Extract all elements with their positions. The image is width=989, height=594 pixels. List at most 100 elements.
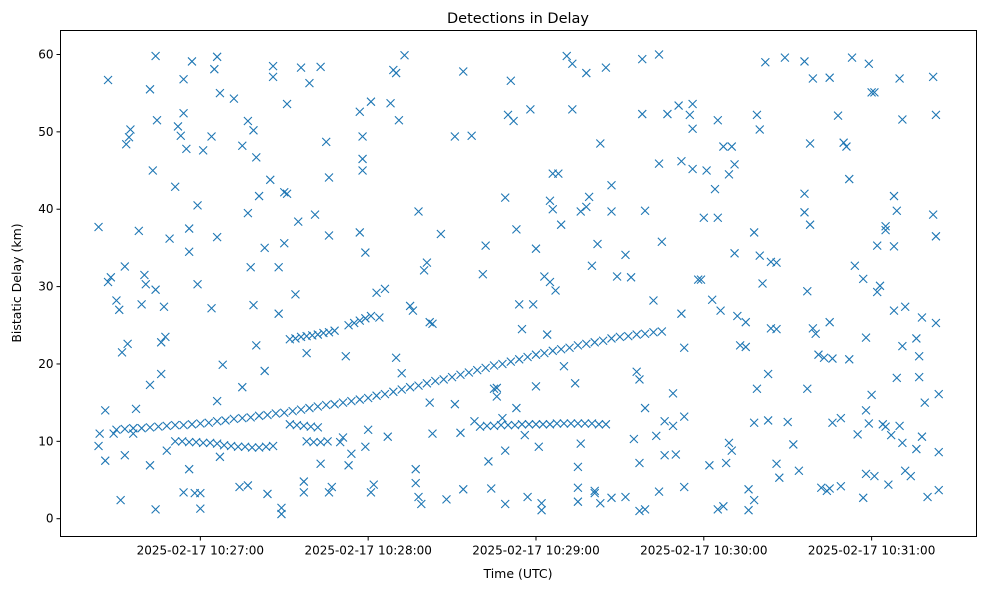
data-point — [607, 180, 616, 190]
data-point — [800, 189, 809, 199]
data-point — [193, 200, 202, 210]
data-point — [800, 207, 809, 217]
data-point — [917, 432, 927, 442]
data-point — [844, 174, 854, 184]
data-point — [867, 88, 877, 97]
data-point — [531, 244, 541, 254]
data-point — [179, 488, 188, 497]
data-point — [794, 466, 804, 476]
data-point — [895, 74, 904, 83]
data-point — [749, 228, 759, 237]
data-point — [825, 317, 835, 327]
data-points — [94, 50, 944, 519]
track-point — [573, 341, 583, 350]
x-tick-label: 2025-02-17 10:30:00 — [640, 544, 767, 558]
data-point — [850, 261, 860, 271]
data-point — [263, 489, 272, 499]
track-point — [145, 423, 155, 432]
data-point — [553, 169, 563, 179]
data-point — [151, 51, 160, 61]
data-point — [707, 295, 717, 305]
data-point — [595, 139, 605, 148]
data-point — [755, 125, 765, 134]
track-point — [279, 408, 289, 418]
data-point — [436, 229, 446, 239]
data-point — [151, 505, 160, 514]
track-point — [120, 424, 130, 434]
data-point — [774, 473, 784, 483]
data-point — [237, 382, 247, 392]
data-point — [584, 192, 594, 202]
data-point — [654, 487, 664, 497]
track-point — [288, 406, 298, 416]
data-point — [422, 258, 432, 267]
data-point — [928, 210, 938, 220]
data-point — [338, 433, 348, 442]
data-point — [486, 484, 496, 493]
data-point — [772, 459, 781, 469]
data-point — [450, 399, 460, 409]
data-point — [152, 115, 162, 125]
data-point — [126, 125, 135, 134]
data-point — [914, 351, 924, 361]
x-axis: 2025-02-17 10:27:00 2025-02-17 10:28:00 20… — [137, 536, 935, 558]
track-point — [184, 437, 194, 447]
track-point — [313, 330, 323, 339]
data-point — [106, 272, 116, 282]
data-point — [170, 182, 180, 192]
data-point — [744, 484, 753, 494]
track-point — [170, 436, 180, 446]
data-point — [800, 57, 809, 66]
data-point — [889, 241, 899, 251]
data-point — [397, 368, 407, 378]
data-point — [688, 99, 697, 109]
track-point — [514, 354, 524, 364]
data-point — [688, 124, 697, 134]
track-point — [292, 420, 302, 430]
data-point — [713, 115, 723, 125]
data-point — [702, 166, 711, 175]
data-point — [545, 196, 555, 206]
data-point — [374, 313, 384, 322]
data-point — [277, 509, 286, 519]
track-point — [355, 316, 365, 326]
data-point — [520, 430, 530, 440]
data-point — [369, 480, 379, 490]
track-point — [601, 419, 611, 429]
track-point — [198, 438, 208, 448]
data-point — [911, 444, 921, 454]
track-point — [581, 339, 591, 349]
data-point — [836, 481, 846, 491]
data-point — [576, 439, 586, 449]
data-point — [741, 317, 751, 327]
data-point — [621, 250, 630, 260]
data-point — [637, 54, 647, 64]
y-tick-label: 40 — [38, 202, 53, 216]
data-point — [663, 109, 672, 119]
data-point — [372, 288, 381, 298]
data-point — [730, 248, 739, 258]
data-point — [103, 75, 113, 85]
data-point — [123, 339, 133, 349]
track-point — [170, 420, 180, 430]
data-point — [629, 434, 639, 444]
data-point — [137, 300, 146, 309]
data-point — [727, 446, 737, 456]
data-point — [299, 477, 309, 486]
data-point — [484, 457, 493, 466]
data-point — [881, 422, 890, 432]
data-point — [450, 132, 460, 141]
data-point — [268, 61, 278, 71]
track-point — [299, 421, 309, 431]
data-point — [861, 333, 871, 343]
chart-title: Detections in Delay — [447, 11, 589, 27]
data-point — [218, 360, 228, 370]
data-point — [864, 419, 874, 428]
data-point — [828, 354, 837, 363]
data-point — [324, 173, 334, 182]
data-point — [755, 251, 765, 261]
track-point — [137, 423, 146, 433]
y-tick-label: 30 — [38, 280, 53, 294]
track-point — [503, 420, 513, 430]
data-point — [145, 84, 155, 94]
